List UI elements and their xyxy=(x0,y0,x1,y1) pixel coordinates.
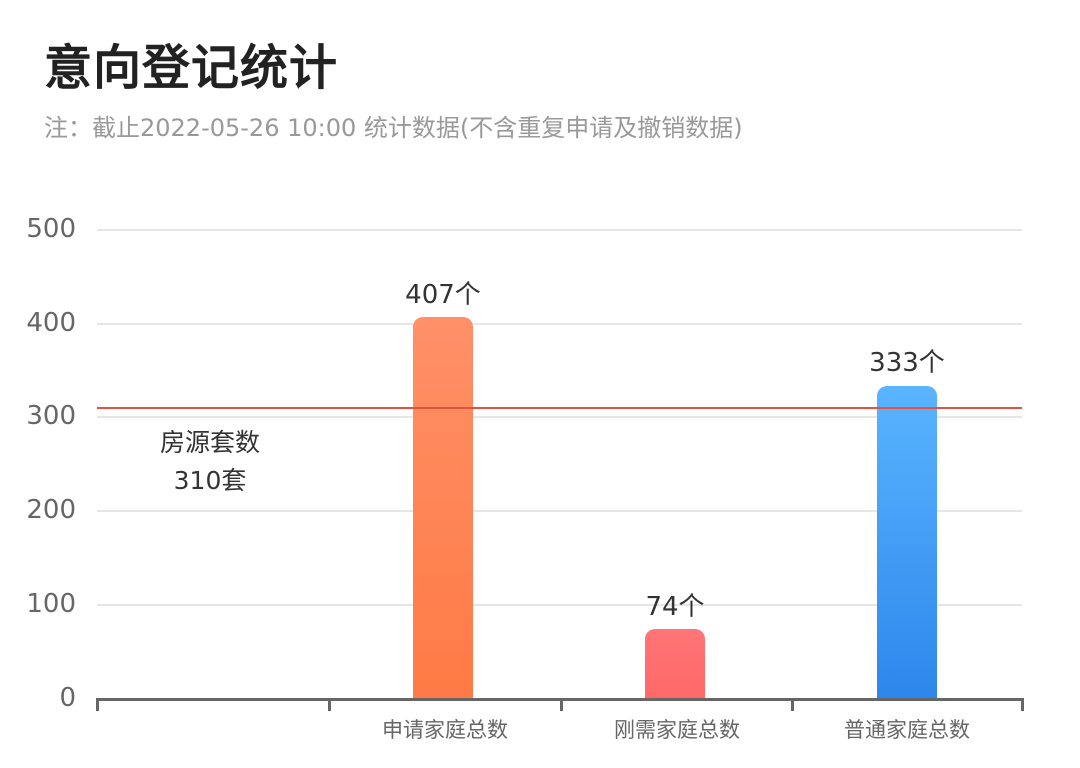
gridline xyxy=(97,229,1022,231)
x-tick xyxy=(1021,698,1024,711)
y-tick-label: 400 xyxy=(26,308,76,338)
gridline xyxy=(97,416,1022,418)
page-title: 意向登记统计 xyxy=(44,40,339,96)
y-tick-label: 200 xyxy=(26,495,76,525)
reference-label-value: 310套 xyxy=(173,466,247,495)
bar-applicant-households xyxy=(413,317,473,699)
x-tick xyxy=(791,698,794,711)
x-category-label: 刚需家庭总数 xyxy=(614,718,740,742)
y-tick-label: 0 xyxy=(59,683,76,713)
y-tick-label: 100 xyxy=(26,589,76,619)
x-tick xyxy=(560,698,563,711)
reference-line-label: 房源套数 310套 xyxy=(130,424,290,500)
reference-label-title: 房源套数 xyxy=(159,428,260,457)
x-tick xyxy=(328,698,331,711)
gridline xyxy=(97,510,1022,512)
bar-rigid-demand-households xyxy=(645,629,705,699)
bar-value-label: 74个 xyxy=(645,592,705,622)
reference-line-housing-supply xyxy=(97,407,1022,409)
chart-note: 注：截止2022-05-26 10:00 统计数据(不含重复申请及撤销数据) xyxy=(44,114,743,142)
y-tick-label: 500 xyxy=(26,214,76,244)
bar-value-label: 407个 xyxy=(405,280,481,310)
bar-ordinary-households xyxy=(877,386,937,699)
x-category-label: 申请家庭总数 xyxy=(382,718,508,742)
x-tick xyxy=(96,698,99,711)
x-category-label: 普通家庭总数 xyxy=(844,718,970,742)
y-tick-label: 300 xyxy=(26,401,76,431)
bar-value-label: 333个 xyxy=(869,348,945,378)
gridline xyxy=(97,323,1022,325)
gridline xyxy=(97,604,1022,606)
